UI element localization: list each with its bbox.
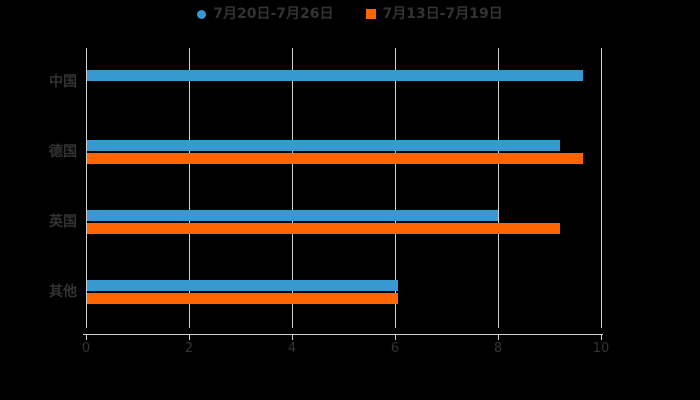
legend-item: 7月20日-7月26日: [197, 4, 334, 24]
x-tick-label: 8: [493, 341, 503, 356]
gridline: [86, 48, 87, 328]
gridline: [189, 48, 190, 328]
x-tick-label: 2: [184, 341, 194, 356]
x-axis-line: [83, 334, 603, 335]
axis-tick: [395, 334, 396, 340]
axis-tick: [601, 334, 602, 340]
category-label: 中国: [49, 74, 77, 90]
gridline: [292, 48, 293, 328]
bar-current-week: [87, 280, 398, 291]
axis-tick: [86, 334, 87, 340]
x-tick-label: 10: [592, 341, 610, 356]
legend-item: 7月13日-7月19日: [365, 4, 503, 24]
category-label: 其他: [49, 284, 77, 300]
bar-previous-week: [87, 153, 583, 164]
legend-square-icon: [365, 9, 376, 19]
gridline: [601, 48, 602, 328]
bar-previous-week: [87, 223, 560, 234]
x-tick-label: 4: [287, 341, 297, 356]
legend-circle-icon: [197, 9, 207, 19]
legend-item-label: 7月13日-7月19日: [382, 6, 503, 22]
category-label: 德国: [49, 144, 77, 160]
axis-tick: [189, 334, 190, 340]
gridline: [498, 48, 499, 328]
bar-current-week: [87, 70, 583, 81]
axis-tick: [498, 334, 499, 340]
category-label: 英国: [49, 214, 77, 230]
bar-current-week: [87, 140, 560, 151]
legend-item-label: 7月20日-7月26日: [213, 6, 334, 22]
chart-legend: 7月20日-7月26日 7月13日-7月19日: [0, 4, 700, 24]
x-tick-label: 6: [390, 341, 400, 356]
axis-tick: [292, 334, 293, 340]
bar-current-week: [87, 210, 498, 221]
bar-previous-week: [87, 293, 398, 304]
gridline: [395, 48, 396, 328]
x-tick-label: 0: [81, 341, 91, 356]
